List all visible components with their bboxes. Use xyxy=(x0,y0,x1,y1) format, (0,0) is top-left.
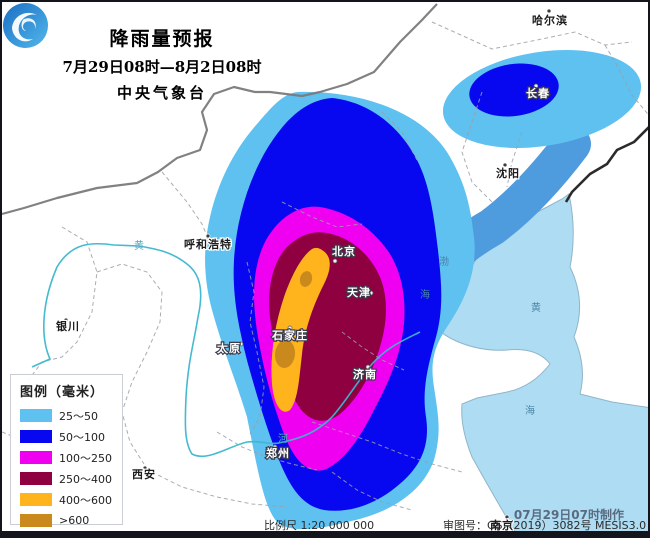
legend-swatch xyxy=(20,472,52,485)
rain-area-ne-50-100 xyxy=(469,63,559,117)
city-label-harbin: 哈尔滨 xyxy=(532,13,568,27)
legend-box: 图例（毫米） 25～50 50～100 100～250 250～400 400～600 >… xyxy=(10,374,123,527)
city-dot-beijing xyxy=(332,258,338,264)
city-label-nanjing: 南京 xyxy=(490,518,514,532)
city-label-shenyang: 沈阳 xyxy=(496,166,520,180)
city-dot-jinan xyxy=(365,364,371,370)
legend-label: >600 xyxy=(59,514,90,527)
national-border-line xyxy=(2,3,438,216)
legend-label: 25～50 xyxy=(59,409,98,423)
city-dot-shijiazhuang xyxy=(287,325,293,331)
legend-swatch xyxy=(20,493,52,506)
city-label-zhengzhou: 郑州 xyxy=(266,446,290,460)
legend-item-250-400: 250～400 xyxy=(20,468,122,489)
legend-item-100-250: 100～250 xyxy=(20,447,122,468)
cma-logo-icon xyxy=(3,3,48,48)
city-dot-changchun xyxy=(533,83,539,89)
legend-item-400-600: 400～600 xyxy=(20,489,122,510)
rain-area-600-plus-north xyxy=(299,271,313,287)
legend-swatch xyxy=(20,451,52,464)
city-dot-yinchuan xyxy=(63,317,69,323)
map-title: 降雨量预报 xyxy=(109,28,215,50)
legend-swatch xyxy=(20,409,52,422)
river-label-1: 河 xyxy=(278,433,288,445)
rain-area-400-600 xyxy=(271,247,330,412)
city-dot-xian xyxy=(142,465,148,471)
sea-label-1: 海 xyxy=(420,288,430,301)
legend-label: 100～250 xyxy=(59,451,112,465)
map-header: 降雨量预报 7月29日08时—8月2日08时 中央气象台 xyxy=(54,24,270,103)
city-dot-taiyuan xyxy=(238,341,244,347)
legend-swatch xyxy=(20,514,52,527)
city-label-shijiazhuang: 石家庄 xyxy=(271,328,308,342)
legend-item--600: >600 xyxy=(20,510,122,531)
legend-swatch xyxy=(20,430,52,443)
city-label-jinan: 济南 xyxy=(353,367,377,381)
map-scale-text: 比例尺 1:20 000 000 xyxy=(264,519,375,532)
city-dot-zhengzhou xyxy=(272,444,278,450)
rain-area-600-plus-south xyxy=(274,340,296,368)
legend-title: 图例（毫米） xyxy=(20,385,105,400)
city-label-tianjin: 天津 xyxy=(347,285,371,299)
city-dot-shenyang xyxy=(502,162,508,168)
forecast-period: 7月29日08时—8月2日08时 xyxy=(62,58,262,76)
city-label-changchun: 长春 xyxy=(526,86,550,100)
yellow-river xyxy=(31,242,421,458)
map-approval-text: 审图号：GS（2019）3082号 MESIS3.0 xyxy=(443,519,647,532)
sea-label-2: 黄 xyxy=(531,301,541,314)
legend-label: 400～600 xyxy=(59,493,112,507)
city-dot-tianjin xyxy=(368,290,374,296)
city-dot-nanjing xyxy=(504,514,510,520)
city-label-beijing: 北京 xyxy=(332,244,356,258)
city-dot-harbin xyxy=(546,8,552,14)
sea-label-0: 渤 xyxy=(439,255,449,268)
northeast-border-line xyxy=(564,126,648,203)
legend-items: 25～50 50～100 100～250 250～400 400～600 >600 xyxy=(20,405,122,531)
issuing-agency: 中央气象台 xyxy=(116,84,207,102)
river-label-0: 黄 xyxy=(134,239,144,252)
legend-item-50-100: 50～100 xyxy=(20,426,122,447)
city-label-yinchuan: 银川 xyxy=(56,319,80,333)
city-label-hohhot: 呼和浩特 xyxy=(184,237,232,251)
city-dot-hohhot xyxy=(205,233,211,239)
city-label-taiyuan: 太原 xyxy=(216,341,241,355)
legend-label: 50～100 xyxy=(59,430,105,444)
legend-label: 250～400 xyxy=(59,472,112,486)
bottom-frame-bar xyxy=(2,531,648,536)
sea-label-3: 海 xyxy=(525,404,535,417)
issue-time-text: 07月29日07时制作 xyxy=(513,508,624,522)
city-label-xian: 西安 xyxy=(132,467,156,481)
legend-item-25-50: 25～50 xyxy=(20,405,122,426)
